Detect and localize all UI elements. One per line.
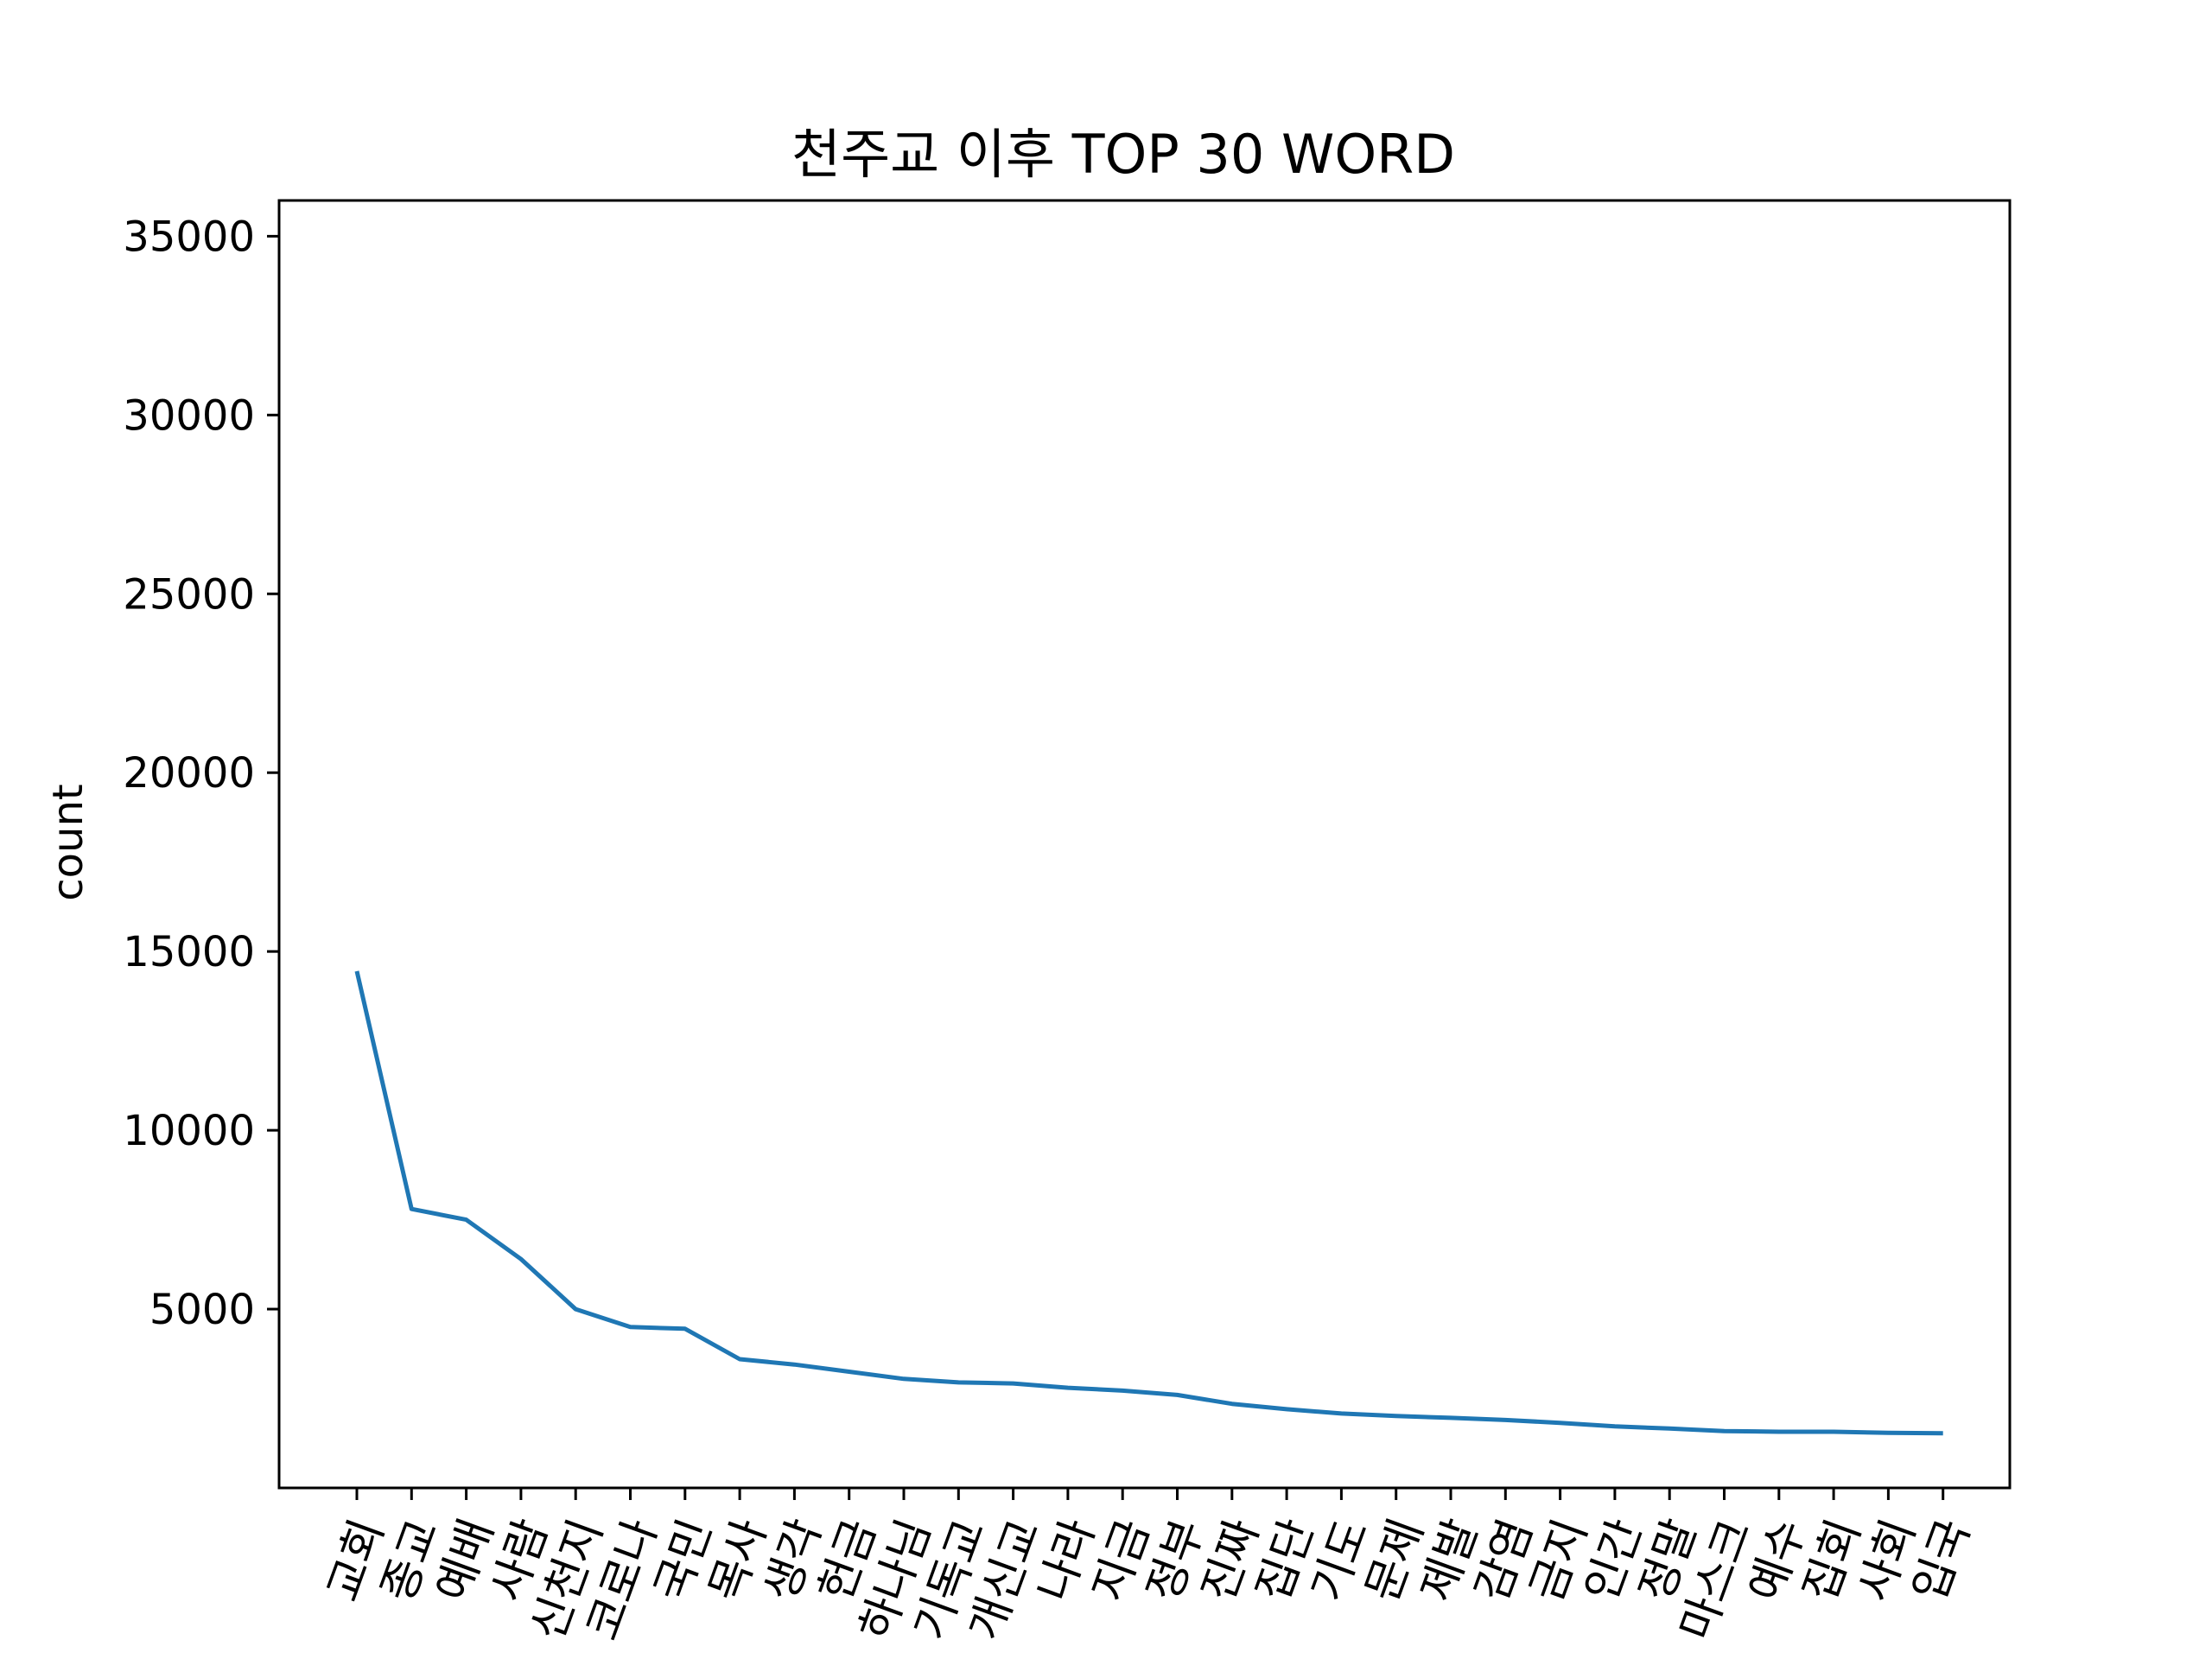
y-tick-label: 10000 <box>123 1107 255 1155</box>
plot-border <box>277 199 2012 1490</box>
y-tick-label: 25000 <box>123 570 255 619</box>
y-axis-ticks: 5000 10000 15000 20000 25000 30000 35000 <box>123 213 279 1334</box>
y-tick-label: 35000 <box>123 213 255 261</box>
series-line <box>354 970 1943 1436</box>
x-axis-ticks: 교회종교예배사람신천지코로나국민목사생각헌금하나님기독교개신교나라지금정부진짜집… <box>317 1488 1980 1647</box>
chart-title: 천주교 이후 TOP 30 WORD <box>791 123 1455 186</box>
y-tick-label: 30000 <box>123 391 255 440</box>
y-tick-label: 15000 <box>123 928 255 976</box>
y-tick-label: 20000 <box>123 749 255 798</box>
plot-frame <box>277 199 2012 1490</box>
y-tick-label: 5000 <box>149 1286 255 1334</box>
y-axis-label: count <box>44 784 92 900</box>
series-layer <box>354 970 1943 1436</box>
